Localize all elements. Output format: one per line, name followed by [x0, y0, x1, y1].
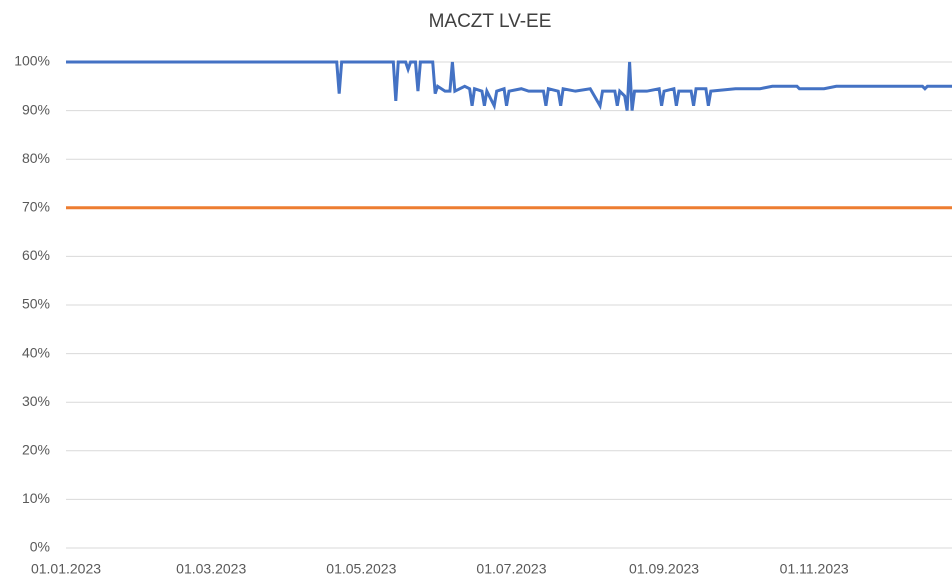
y-tick-label: 80% — [22, 150, 50, 166]
y-tick-label: 100% — [14, 53, 50, 69]
y-tick-label: 30% — [22, 393, 50, 409]
y-tick-label: 70% — [22, 199, 50, 215]
x-tick-label: 01.07.2023 — [476, 561, 546, 577]
y-tick-label: 60% — [22, 247, 50, 263]
y-tick-label: 0% — [30, 539, 50, 555]
x-tick-label: 01.03.2023 — [176, 561, 246, 577]
chart-title: MACZT LV-EE — [429, 11, 552, 32]
x-tick-label: 01.05.2023 — [326, 561, 396, 577]
data-line — [66, 60, 952, 111]
y-tick-label: 40% — [22, 344, 50, 360]
y-tick-label: 20% — [22, 442, 50, 458]
x-tick-label: 01.01.2023 — [31, 561, 101, 577]
y-tick-label: 50% — [22, 296, 50, 312]
x-tick-label: 01.09.2023 — [629, 561, 699, 577]
x-tick-label: 01.11.2023 — [780, 561, 849, 577]
y-tick-label: 90% — [22, 101, 50, 117]
y-tick-label: 10% — [22, 490, 50, 506]
